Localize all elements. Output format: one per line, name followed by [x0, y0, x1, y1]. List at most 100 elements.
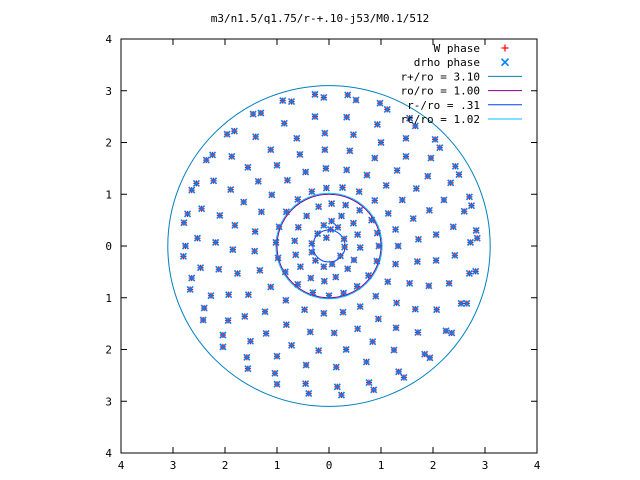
drho-phase-point — [374, 315, 382, 323]
drho-phase-point — [433, 306, 441, 314]
y-axis: 4 3 2 1 0 1 2 3 4 — [105, 33, 537, 460]
drho-phase-point — [411, 122, 419, 130]
drho-phase-point — [302, 380, 310, 388]
legend-label: ro/ro = 1.00 — [401, 85, 480, 98]
y-tick-label: 1 — [105, 292, 112, 305]
drho-phase-point — [346, 147, 354, 155]
drho-phase-point — [432, 231, 440, 239]
drho-phase-point — [412, 184, 420, 193]
drho-phase-point — [371, 196, 379, 205]
drho-phase-point — [320, 263, 328, 271]
drho-phase-point — [414, 235, 423, 243]
drho-phase-point — [262, 329, 270, 338]
drho-phase-point — [321, 146, 329, 154]
drho-phase-point — [339, 289, 348, 297]
drho-phase-point — [328, 217, 336, 225]
drho-phase-point — [326, 225, 335, 234]
drho-phase-point — [249, 110, 257, 118]
drho-phase-point — [465, 193, 473, 201]
drho-phase-point — [395, 368, 403, 376]
drho-phase-point — [328, 260, 336, 268]
drho-phase-point — [199, 316, 207, 324]
drho-phase-point — [328, 199, 336, 208]
x-tick-label: 3 — [170, 459, 177, 472]
drho-phase-point — [356, 243, 364, 252]
y-tick-label: 2 — [105, 137, 112, 150]
drho-phase-point — [267, 283, 275, 291]
drho-phase-point — [320, 309, 328, 317]
drho-phase-point — [472, 226, 480, 235]
drho-phase-point — [200, 304, 208, 312]
drho-phase-point — [308, 248, 316, 256]
legend-label: r-/ro = .31 — [407, 99, 480, 112]
drho-phase-point — [342, 345, 350, 354]
drho-phase-point — [465, 269, 473, 277]
drho-phase-point — [364, 271, 373, 280]
drho-phase-point — [229, 246, 237, 254]
drho-phase-point — [322, 164, 330, 172]
drho-phase-point — [181, 242, 190, 250]
drho-phase-point — [334, 223, 342, 231]
drho-phase-point — [302, 361, 310, 369]
drho-phase-point — [261, 308, 269, 316]
drho-phase-point — [283, 176, 291, 184]
drho-phase-point — [463, 299, 471, 308]
drho-phase-point — [227, 186, 235, 194]
legend-label: rc/ro = 1.02 — [401, 113, 480, 126]
legend-marker — [501, 44, 509, 52]
drho-phase-point — [209, 177, 218, 185]
drho-phase-point — [400, 373, 408, 382]
drho-phase-point — [306, 328, 314, 336]
drho-phase-point — [273, 161, 281, 169]
drho-phase-point — [230, 127, 238, 135]
drho-phase-point — [198, 205, 206, 213]
legend-marker — [500, 58, 510, 67]
drho-phase-point — [196, 264, 205, 272]
y-tick-label: 0 — [105, 240, 112, 253]
chart-title: m3/n1.5/q1.75/r-+.10-j53/M0.1/512 — [211, 12, 430, 25]
drho-phase-point — [336, 252, 345, 260]
drho-phase-point — [279, 97, 287, 105]
drho-phase-point — [225, 291, 233, 299]
drho-phase-point — [344, 91, 352, 99]
drho-phase-point — [413, 257, 421, 266]
drho-phase-point — [355, 188, 363, 196]
drho-phase-point — [356, 302, 364, 311]
drho-phase-point — [425, 206, 433, 214]
legend-label: r+/ro = 3.10 — [401, 70, 480, 83]
drho-phase-point — [451, 162, 459, 170]
x-tick-label: 4 — [534, 459, 541, 472]
drho-phase-point — [224, 316, 232, 325]
drho-phase-point — [383, 105, 391, 113]
drho-phase-point — [186, 285, 194, 294]
drho-phase-point — [354, 325, 362, 333]
x-tick-label: 2 — [430, 459, 437, 472]
drho-phase-points — [179, 90, 481, 399]
drho-phase-point — [202, 156, 210, 164]
drho-phase-point — [275, 223, 283, 231]
drho-phase-point — [362, 358, 371, 366]
drho-phase-point — [340, 235, 348, 243]
drho-phase-point — [216, 211, 224, 220]
drho-phase-point — [193, 234, 202, 242]
drho-phase-point — [467, 202, 476, 210]
radius-circle — [275, 192, 383, 300]
drho-phase-point — [398, 196, 406, 204]
drho-phase-point — [402, 152, 410, 161]
drho-phase-point — [183, 210, 192, 218]
drho-phase-point — [281, 268, 289, 276]
drho-phase-point — [231, 221, 239, 229]
drho-phase-point — [311, 113, 319, 121]
drho-phase-point — [384, 209, 392, 217]
drho-phase-point — [287, 98, 296, 106]
x-tick-label: 2 — [222, 459, 229, 472]
drho-phase-point — [375, 242, 383, 250]
drho-phase-point — [244, 365, 252, 373]
drho-phase-point — [257, 109, 265, 117]
drho-phase-point — [271, 369, 279, 377]
drho-phase-point — [353, 282, 361, 290]
legend-label: W phase — [434, 42, 480, 55]
y-tick-label: 4 — [105, 447, 112, 460]
drho-phase-point — [349, 219, 358, 227]
